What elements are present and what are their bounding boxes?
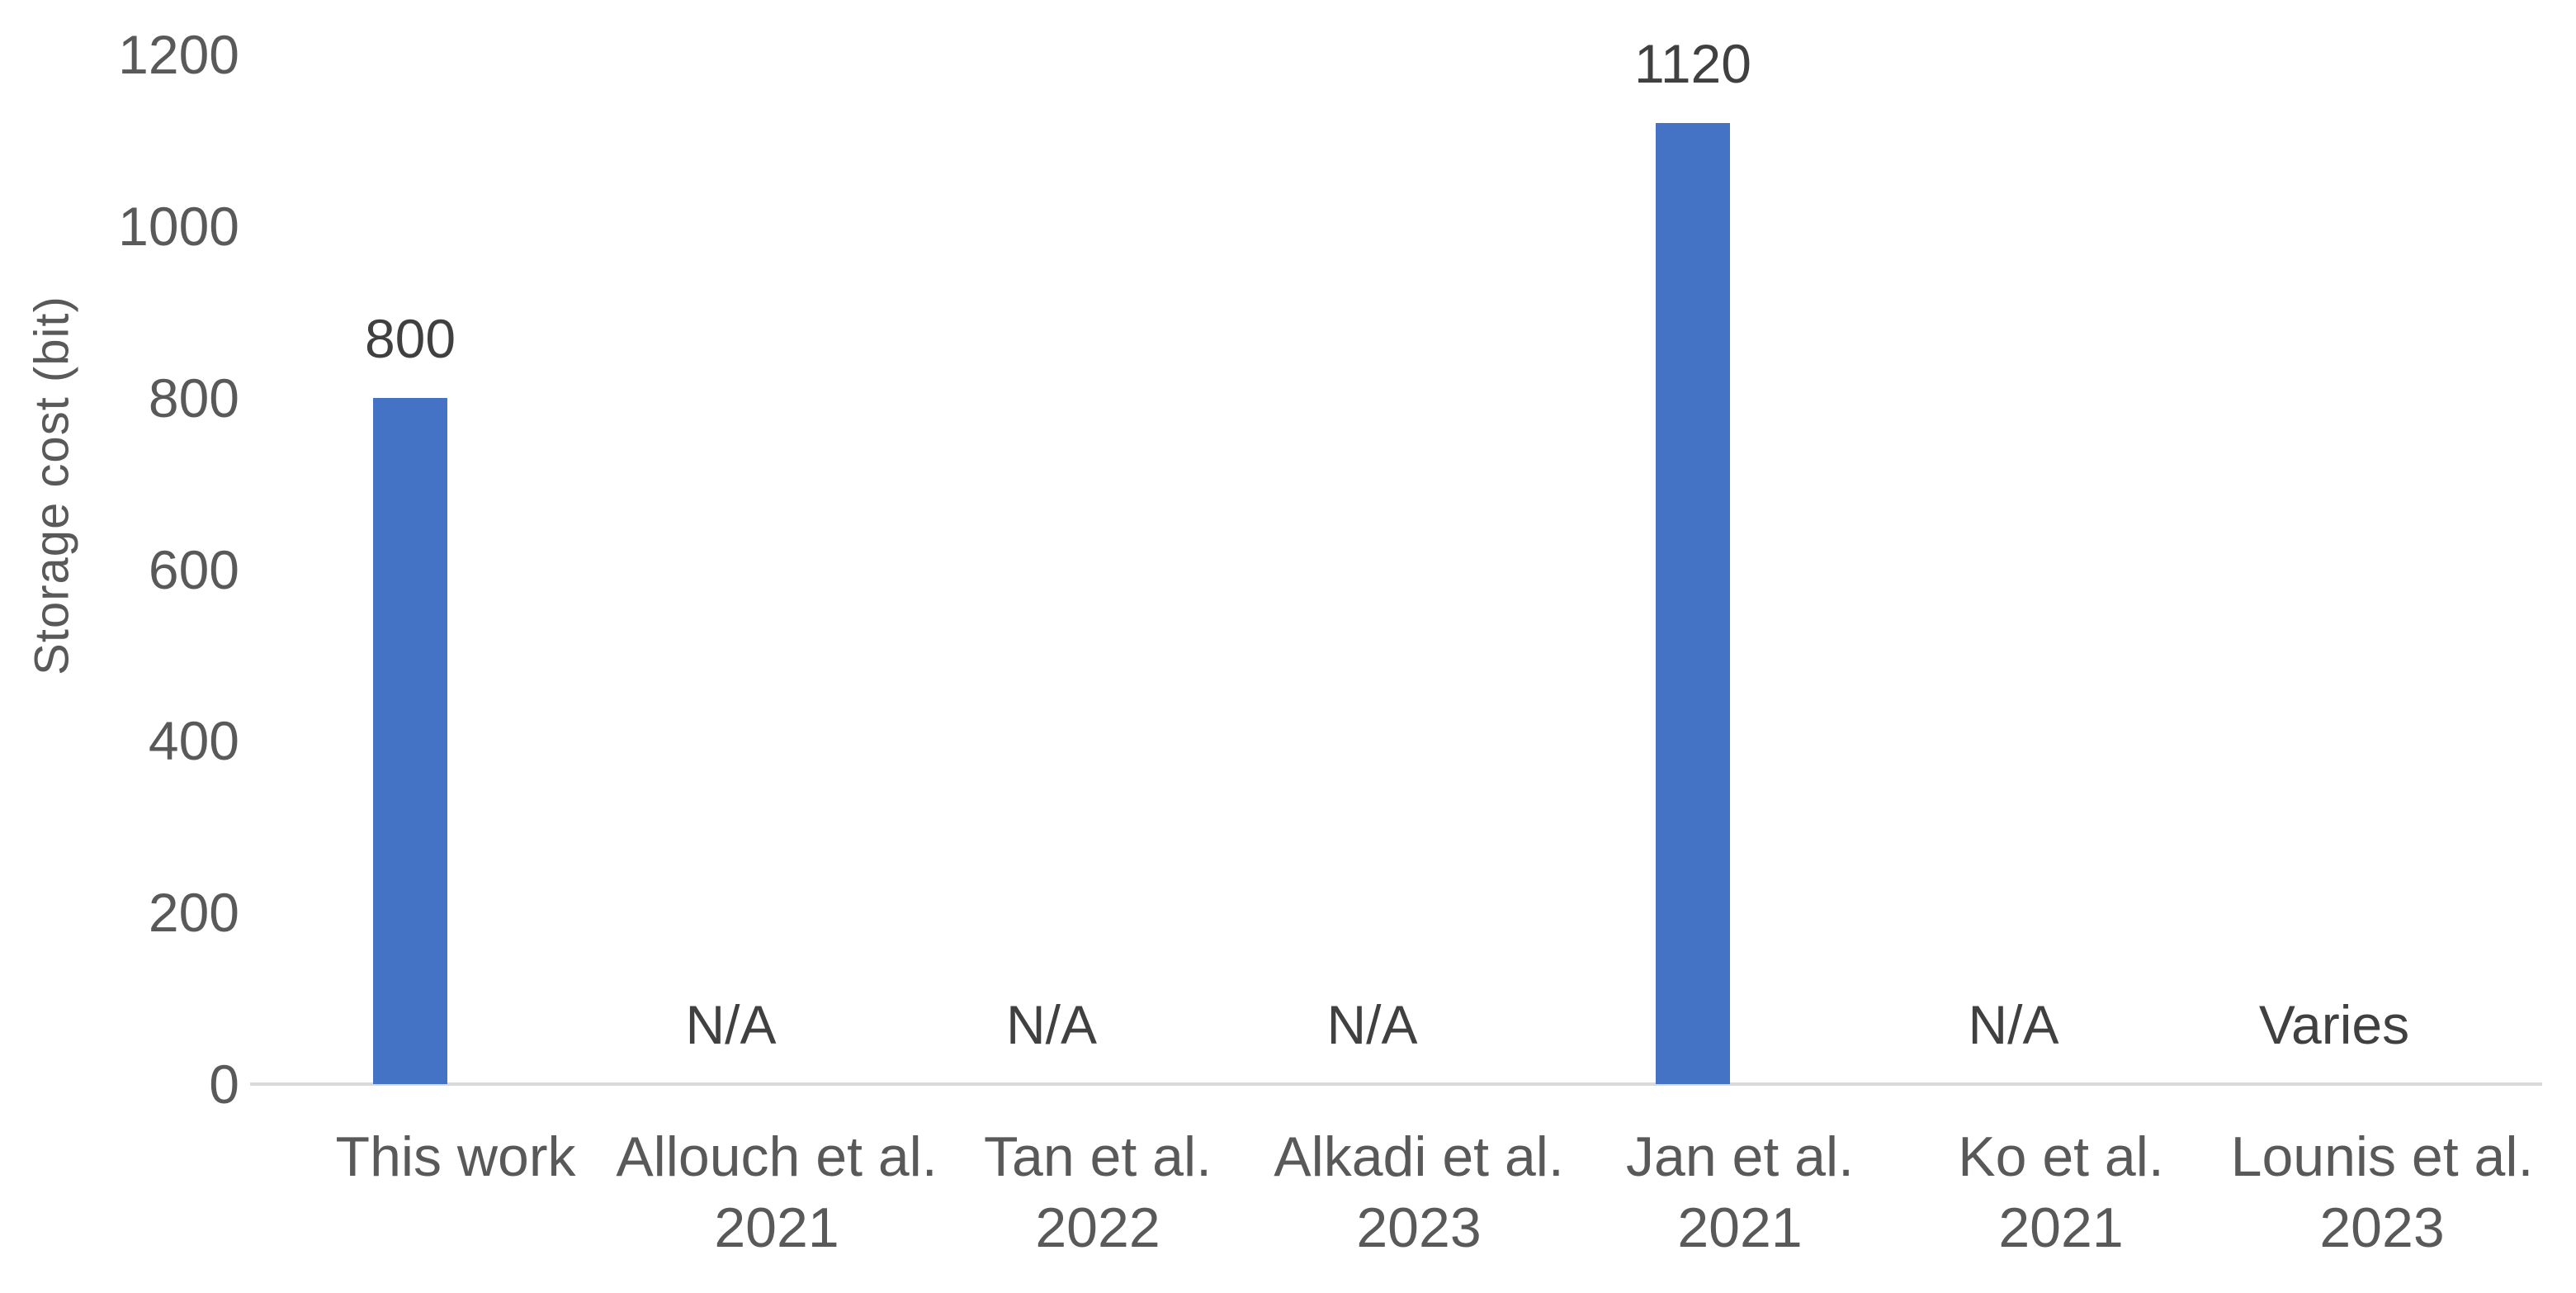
y-axis-title: Storage cost (bit) xyxy=(25,296,79,675)
value-label: 1120 xyxy=(1634,33,1751,95)
category-label: Allouch et al. 2021 xyxy=(616,1125,938,1259)
value-label: Varies xyxy=(2258,994,2410,1055)
category-label: Tan et al. 2022 xyxy=(984,1125,1212,1259)
category-label: This work xyxy=(335,1125,576,1188)
y-tick-label: 800 xyxy=(148,367,239,429)
category-label: Lounis et al. 2023 xyxy=(2230,1125,2534,1259)
y-tick-label: 600 xyxy=(148,538,239,600)
y-tick-label: 1000 xyxy=(118,195,239,257)
value-label: 800 xyxy=(364,307,456,369)
y-tick-label: 0 xyxy=(209,1054,239,1115)
x-axis-line xyxy=(250,1082,2542,1086)
value-label: N/A xyxy=(1005,994,1098,1055)
value-label: N/A xyxy=(1326,994,1418,1055)
value-label: N/A xyxy=(685,994,777,1055)
category-label: Alkadi et al. 2023 xyxy=(1274,1125,1564,1259)
y-tick-label: 400 xyxy=(148,710,239,772)
y-tick-label: 1200 xyxy=(118,24,239,85)
category-label: Ko et al. 2021 xyxy=(1958,1125,2164,1259)
y-tick-label: 200 xyxy=(148,882,239,944)
bar xyxy=(1656,123,1730,1084)
bar xyxy=(373,397,447,1084)
value-label: N/A xyxy=(1968,994,2059,1055)
category-label: Jan et al. 2021 xyxy=(1626,1125,1854,1259)
